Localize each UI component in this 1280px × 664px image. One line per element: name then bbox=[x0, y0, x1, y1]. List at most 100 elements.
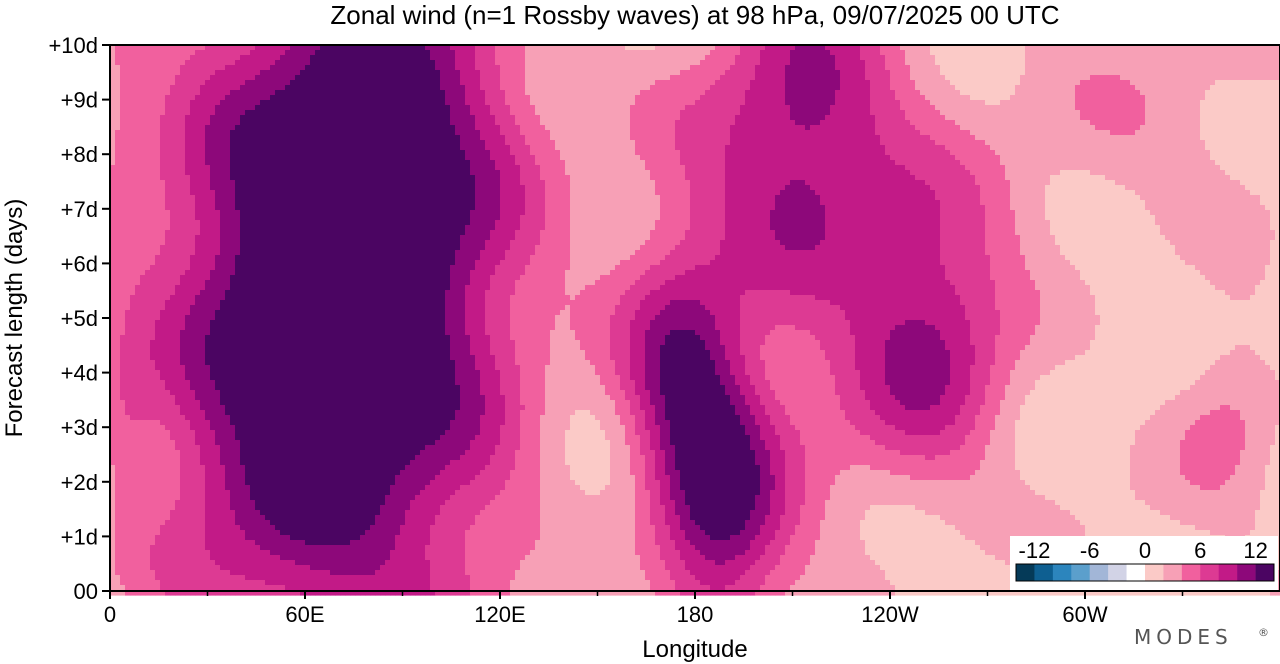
contour-cell bbox=[365, 150, 371, 156]
contour-cell bbox=[530, 145, 536, 151]
contour-cell bbox=[455, 110, 461, 116]
contour-cell bbox=[1155, 80, 1161, 86]
contour-cell bbox=[1185, 70, 1191, 76]
contour-cell bbox=[805, 80, 811, 86]
contour-cell bbox=[1265, 140, 1271, 146]
contour-cell bbox=[985, 120, 991, 126]
contour-cell bbox=[115, 75, 121, 81]
contour-cell bbox=[380, 95, 386, 101]
contour-cell bbox=[820, 100, 826, 106]
contour-cell bbox=[1120, 100, 1126, 106]
contour-cell bbox=[655, 105, 661, 111]
contour-cell bbox=[240, 110, 246, 116]
contour-cell bbox=[315, 90, 321, 96]
contour-cell bbox=[350, 60, 356, 66]
contour-cell bbox=[645, 70, 651, 76]
contour-cell bbox=[365, 95, 371, 101]
contour-cell bbox=[135, 105, 141, 111]
contour-cell bbox=[220, 130, 226, 136]
contour-cell bbox=[445, 75, 451, 81]
contour-cell bbox=[345, 80, 351, 86]
contour-cell bbox=[435, 110, 441, 116]
contour-cell bbox=[510, 120, 516, 126]
contour-cell bbox=[155, 80, 161, 86]
contour-cell bbox=[1070, 45, 1076, 51]
contour-cell bbox=[575, 125, 581, 131]
contour-cell bbox=[490, 70, 496, 76]
contour-cell bbox=[230, 130, 236, 136]
contour-cell bbox=[445, 145, 451, 151]
contour-cell bbox=[810, 135, 816, 141]
contour-cell bbox=[1030, 110, 1036, 116]
contour-cell bbox=[1260, 70, 1266, 76]
contour-cell bbox=[1190, 115, 1196, 121]
contour-cell bbox=[685, 105, 691, 111]
contour-cell bbox=[345, 110, 351, 116]
contour-cell bbox=[575, 60, 581, 66]
contour-cell bbox=[135, 150, 141, 156]
contour-cell bbox=[1010, 105, 1016, 111]
contour-cell bbox=[230, 140, 236, 146]
contour-cell bbox=[390, 110, 396, 116]
contour-cell bbox=[1085, 95, 1091, 101]
contour-cell bbox=[1265, 105, 1271, 111]
contour-cell bbox=[820, 95, 826, 101]
contour-cell bbox=[355, 110, 361, 116]
contour-cell bbox=[505, 80, 511, 86]
contour-cell bbox=[145, 90, 151, 96]
contour-cell bbox=[395, 110, 401, 116]
contour-cell bbox=[755, 105, 761, 111]
contour-cell bbox=[545, 45, 551, 51]
contour-cell bbox=[840, 65, 846, 71]
contour-cell bbox=[815, 125, 821, 131]
contour-cell bbox=[1100, 125, 1106, 131]
contour-cell bbox=[810, 125, 816, 131]
contour-cell bbox=[330, 145, 336, 151]
contour-cell bbox=[185, 85, 191, 91]
contour-cell bbox=[530, 45, 536, 51]
contour-cell bbox=[600, 95, 606, 101]
contour-cell bbox=[480, 65, 486, 71]
contour-cell bbox=[750, 115, 756, 121]
contour-cell bbox=[1100, 75, 1106, 81]
contour-cell bbox=[1145, 125, 1151, 131]
contour-cell bbox=[785, 70, 791, 76]
contour-cell bbox=[1205, 105, 1211, 111]
contour-cell bbox=[1045, 55, 1051, 61]
contour-cell bbox=[320, 65, 326, 71]
contour-cell bbox=[985, 100, 991, 106]
contour-cell bbox=[1075, 50, 1081, 56]
contour-cell bbox=[295, 150, 301, 156]
contour-cell bbox=[625, 125, 631, 131]
contour-cell bbox=[740, 75, 746, 81]
contour-cell bbox=[575, 65, 581, 71]
contour-cell bbox=[110, 70, 116, 76]
contour-cell bbox=[1240, 70, 1246, 76]
contour-cell bbox=[415, 80, 421, 86]
contour-cell bbox=[120, 70, 126, 76]
contour-cell bbox=[1235, 80, 1241, 86]
contour-cell bbox=[160, 115, 166, 121]
contour-cell bbox=[210, 145, 216, 151]
contour-cell bbox=[270, 65, 276, 71]
contour-cell bbox=[1240, 50, 1246, 56]
contour-cell bbox=[1140, 140, 1146, 146]
contour-cell bbox=[970, 45, 976, 51]
contour-cell bbox=[490, 65, 496, 71]
contour-cell bbox=[615, 45, 621, 51]
contour-cell bbox=[1110, 130, 1116, 136]
contour-cell bbox=[640, 130, 646, 136]
contour-cell bbox=[835, 50, 841, 56]
contour-cell bbox=[875, 135, 881, 141]
contour-cell bbox=[270, 60, 276, 66]
contour-cell bbox=[870, 110, 876, 116]
contour-cell bbox=[975, 95, 981, 101]
contour-cell bbox=[1100, 145, 1106, 151]
contour-cell bbox=[1065, 75, 1071, 81]
contour-cell bbox=[965, 80, 971, 86]
contour-cell bbox=[265, 65, 271, 71]
contour-cell bbox=[910, 125, 916, 131]
contour-cell bbox=[170, 135, 176, 141]
contour-cell bbox=[1220, 70, 1226, 76]
contour-cell bbox=[620, 120, 626, 126]
